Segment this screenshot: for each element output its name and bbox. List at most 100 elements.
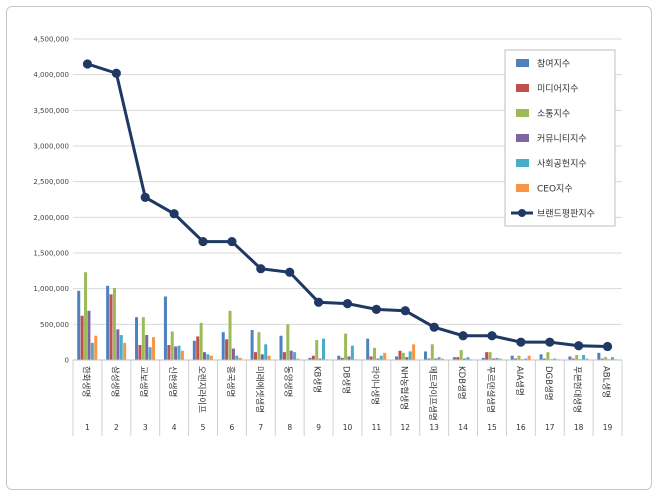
y-axis-ticks: 0 500,000 1,000,000 1,500,000 2,000,000 2,500… [33, 36, 69, 365]
bar [196, 336, 200, 360]
bar [604, 357, 608, 360]
rank-label: 11 [372, 423, 382, 432]
bar [170, 331, 174, 360]
total-index-point [140, 192, 150, 202]
bar [311, 355, 315, 360]
rank-label: 1 [85, 423, 90, 432]
bar [440, 358, 444, 360]
total-index-point [429, 322, 439, 332]
bar [296, 358, 300, 360]
bar [546, 352, 550, 360]
bar [347, 356, 351, 360]
bar [148, 347, 152, 360]
bar [152, 337, 156, 360]
bar [123, 342, 127, 360]
bar [383, 352, 387, 360]
bar [106, 285, 110, 360]
bar [260, 354, 264, 360]
bar [344, 333, 348, 360]
bar [485, 352, 489, 360]
total-index-point [602, 341, 613, 352]
bar [350, 345, 354, 360]
legend-label: 소통지수 [537, 109, 570, 120]
rank-label: 5 [201, 423, 206, 432]
bar [192, 340, 196, 360]
total-index-point [545, 337, 555, 347]
rank-label: 13 [429, 423, 439, 432]
total-index-line [82, 59, 613, 352]
y-tick-label: 3,000,000 [33, 143, 69, 151]
total-index-point [400, 306, 410, 316]
rank-label: 3 [143, 423, 148, 432]
category-label: NH농협생명 [398, 366, 409, 410]
rank-label: 15 [487, 423, 497, 432]
y-tick-label: 500,000 [40, 321, 69, 329]
total-index-point [487, 331, 497, 341]
bar [116, 329, 120, 360]
rank-label: 7 [258, 423, 263, 432]
bar [379, 355, 383, 360]
rank-label: 9 [316, 423, 321, 432]
legend-label: 미디어지수 [537, 84, 578, 95]
total-index-point [371, 304, 381, 314]
total-index-point [458, 331, 468, 341]
total-index-point [227, 236, 237, 247]
category-label: DGB생명 [543, 366, 554, 401]
bar [250, 330, 254, 360]
x-axis-categories: 한화생명 1 삼성생명 2 교보생명 3 신한생명 4 오렌지라이프 5 흥국생명 6 미래에셋생명 7 동… [72, 359, 623, 436]
bar [597, 352, 601, 360]
y-tick-label: 4,500,000 [33, 36, 69, 44]
legend-swatch [516, 109, 529, 117]
bar [582, 355, 586, 360]
bar [84, 272, 88, 360]
legend-swatch [516, 59, 529, 67]
category-label: 오렌지라이프 [196, 366, 207, 413]
bar [376, 358, 380, 360]
total-index-point [285, 267, 295, 277]
bar [112, 287, 116, 360]
total-index-point [516, 337, 526, 347]
y-tick-label: 2,000,000 [33, 214, 69, 222]
total-index-point [111, 68, 121, 78]
bar [267, 355, 271, 360]
bar [308, 357, 312, 360]
total-index-point [169, 209, 179, 219]
bar [221, 332, 225, 360]
bar [434, 358, 438, 360]
total-index-point [342, 299, 353, 309]
bar [209, 355, 213, 360]
bar [524, 358, 528, 360]
category-label: 라이나생명 [369, 366, 380, 405]
total-index-point [82, 59, 93, 69]
category-label: 푸르덴셜생명 [485, 366, 496, 413]
bar [264, 344, 268, 360]
bar [77, 290, 81, 360]
bar [463, 358, 467, 360]
bar [498, 358, 502, 360]
bar [510, 355, 514, 360]
bar [225, 339, 229, 360]
bar [466, 357, 470, 360]
bar [87, 310, 91, 360]
bar [372, 347, 376, 360]
bar [94, 335, 98, 360]
total-index-point [198, 236, 208, 247]
legend-label: 참여지수 [537, 58, 570, 70]
legend-label: 사회공헌지수 [537, 159, 587, 170]
bar [119, 335, 123, 360]
category-label: AIA생명 [514, 366, 525, 396]
bar [610, 357, 614, 360]
category-label: 동양생명 [283, 366, 294, 397]
rank-label: 4 [172, 423, 177, 432]
bar [315, 340, 319, 360]
bar [405, 357, 409, 360]
bar [459, 350, 463, 360]
bar [366, 338, 370, 360]
bar [322, 338, 326, 360]
bar [145, 335, 149, 360]
bar [437, 357, 441, 360]
total-index-point [574, 341, 584, 351]
bar [514, 358, 518, 360]
bar [427, 358, 431, 360]
